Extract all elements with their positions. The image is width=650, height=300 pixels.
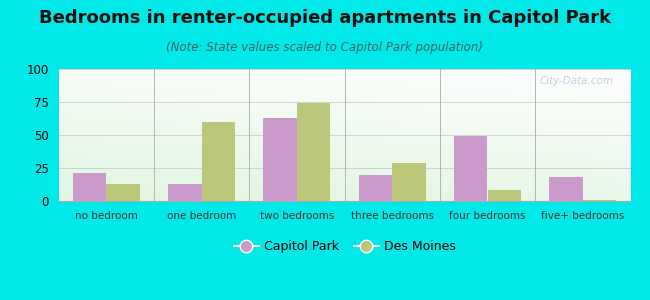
Text: Bedrooms in renter-occupied apartments in Capitol Park: Bedrooms in renter-occupied apartments i… — [39, 9, 611, 27]
Bar — [583, 200, 616, 201]
Bar — [168, 184, 202, 201]
Legend: Capitol Park, Des Moines: Capitol Park, Des Moines — [229, 235, 460, 258]
Bar — [263, 118, 297, 201]
Text: City-Data.com: City-Data.com — [540, 76, 614, 85]
Bar — [549, 177, 583, 201]
Bar — [73, 173, 106, 201]
Text: (Note: State values scaled to Capitol Park population): (Note: State values scaled to Capitol Pa… — [166, 40, 484, 53]
Bar — [106, 184, 140, 201]
Bar — [297, 103, 330, 201]
Bar — [488, 190, 521, 201]
Bar — [454, 136, 488, 201]
Bar — [359, 175, 392, 201]
Bar — [202, 122, 235, 201]
Bar — [392, 163, 426, 201]
